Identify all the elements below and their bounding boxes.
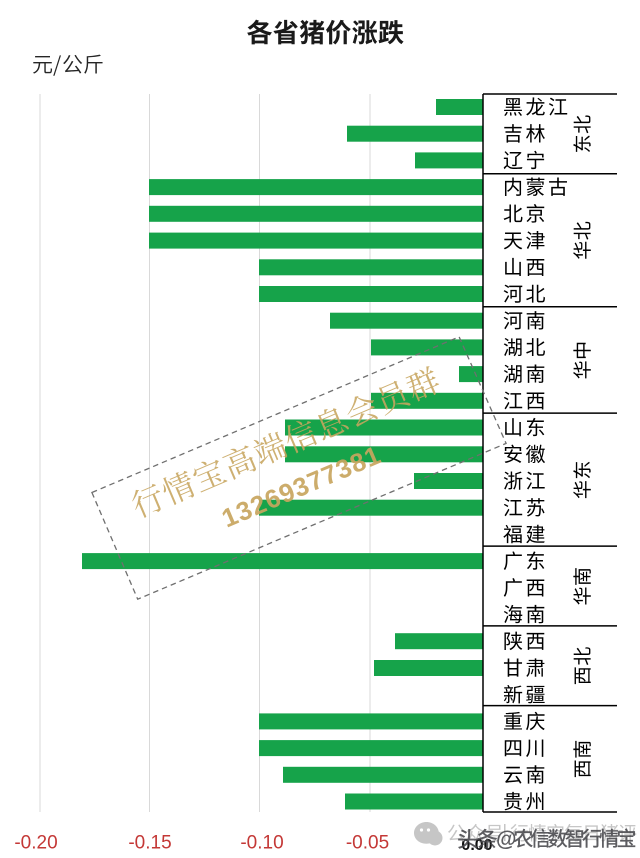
svg-text:@: @ [496, 828, 516, 851]
svg-text:-0.20: -0.20 [14, 833, 57, 854]
svg-text:-0.05: -0.05 [346, 833, 389, 854]
svg-text:-0.15: -0.15 [128, 833, 171, 854]
svg-text:-0.10: -0.10 [240, 833, 283, 854]
